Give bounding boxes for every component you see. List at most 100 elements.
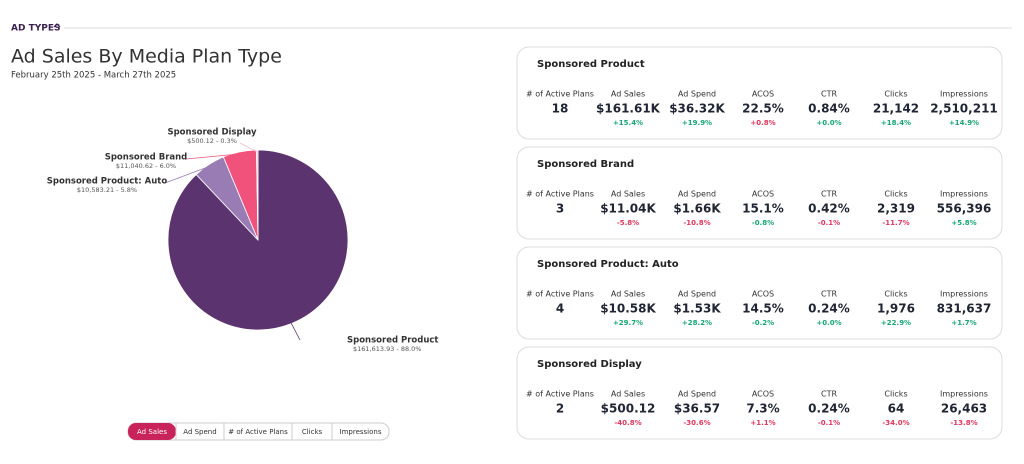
card-title: Sponsored Display (537, 359, 642, 370)
metric-change: +0.8% (750, 119, 775, 127)
metric-value: $36.32K (669, 102, 725, 116)
metric-label: Clicks (884, 90, 907, 99)
card (516, 246, 1003, 340)
metric-change: +22.9% (881, 319, 911, 327)
metric-label: Impressions (940, 90, 988, 99)
card (516, 146, 1003, 240)
tab[interactable]: Ad Sales (137, 428, 167, 436)
slice-value: $161,613.93 - 88.0% (353, 345, 421, 353)
caret[interactable] (53, 23, 61, 28)
metric-value: 21,142 (873, 102, 919, 116)
metric-change: -40.8% (614, 419, 641, 427)
metric-change: -13.8% (950, 419, 977, 427)
metric-change: +28.2% (682, 319, 712, 327)
section-title[interactable]: AD TYPES (11, 24, 60, 34)
metric-value: $500.12 (601, 402, 656, 416)
slice-label: Sponsored Product (347, 336, 439, 346)
slice-label: Sponsored Product: Auto (47, 177, 168, 187)
metric-label: Ad Spend (678, 390, 716, 399)
metric-value: 15.1% (742, 202, 784, 216)
metric-label: CTR (821, 290, 837, 299)
metric-label: ACOS (752, 190, 774, 199)
leader-line (185, 153, 241, 160)
metric-change: +19.9% (682, 119, 712, 127)
metric-label: Ad Sales (611, 190, 645, 199)
metric-value: 2,510,211 (930, 102, 998, 116)
slice-value: $500.12 - 0.3% (187, 137, 237, 145)
metric-change: -0.8% (752, 219, 774, 227)
metric-change: +29.7% (613, 319, 643, 327)
leader-line (164, 165, 211, 184)
metric-label: CTR (821, 190, 837, 199)
metric-value: $36.57 (674, 402, 720, 416)
metric-change: +15.4% (613, 119, 643, 127)
metric-value: 2,319 (877, 202, 915, 216)
metric-value: $161.61K (596, 102, 661, 116)
slice-label: Sponsored Display (167, 128, 256, 138)
metric-value: 26,463 (941, 402, 987, 416)
metric-label: # of Active Plans (526, 290, 594, 299)
metric-value: $1.53K (673, 302, 721, 316)
metric-label: ACOS (752, 90, 774, 99)
tab[interactable]: Clicks (302, 428, 323, 436)
metric-change: +18.4% (881, 119, 911, 127)
metric-value: 831,637 (937, 302, 992, 316)
metric-change: -30.6% (683, 419, 710, 427)
pie-slice (256, 149, 259, 241)
metric-value: 0.42% (808, 202, 850, 216)
date-range: February 25th 2025 - March 27th 2025 (11, 71, 176, 81)
metric-change: -0.2% (752, 319, 774, 327)
metric-value: 1,976 (877, 302, 915, 316)
metric-value: $10.58K (600, 302, 656, 316)
tab-active[interactable] (128, 423, 176, 440)
metric-value: 18 (552, 102, 569, 116)
metric-label: Clicks (884, 190, 907, 199)
card (516, 46, 1003, 140)
metric-value: 64 (888, 402, 905, 416)
metric-label: Clicks (884, 290, 907, 299)
metric-value: 3 (556, 202, 564, 216)
metric-value: 0.24% (808, 302, 850, 316)
metric-change: -11.7% (882, 219, 909, 227)
card-title: Sponsored Brand (537, 159, 634, 170)
metric-label: # of Active Plans (526, 90, 594, 99)
metric-value: 22.5% (742, 102, 784, 116)
metric-change: -0.1% (818, 219, 840, 227)
metric-label: # of Active Plans (526, 190, 594, 199)
metric-label: Impressions (940, 390, 988, 399)
metric-label: ACOS (752, 390, 774, 399)
metric-label: CTR (821, 390, 837, 399)
tab[interactable]: Impressions (340, 428, 382, 436)
leader-line (290, 321, 301, 341)
metric-change: -5.8% (617, 219, 639, 227)
metric-value: $1.66K (673, 202, 721, 216)
card-title: Sponsored Product (537, 59, 645, 70)
metric-label: Ad Spend (678, 290, 716, 299)
metric-label: Clicks (884, 390, 907, 399)
tab[interactable]: Ad Spend (183, 428, 216, 436)
tab[interactable]: # of Active Plans (228, 428, 288, 436)
metric-change: +1.7% (951, 319, 976, 327)
metric-change: -0.1% (818, 419, 840, 427)
metric-change: +5.8% (951, 219, 976, 227)
slice-value: $10,583.21 - 5.8% (77, 186, 137, 194)
metric-label: Impressions (940, 290, 988, 299)
metric-label: Impressions (940, 190, 988, 199)
metric-value: $11.04K (600, 202, 656, 216)
card (516, 346, 1003, 440)
metric-label: # of Active Plans (526, 390, 594, 399)
card-title: Sponsored Product: Auto (537, 259, 679, 270)
metric-value: 4 (556, 302, 564, 316)
slice-value: $11,040.62 - 6.0% (116, 162, 176, 170)
metric-change: +1.1% (750, 419, 775, 427)
metric-label: Ad Spend (678, 90, 716, 99)
metric-value: 556,396 (937, 202, 992, 216)
metric-label: Ad Sales (611, 390, 645, 399)
metric-value: 0.84% (808, 102, 850, 116)
metric-label: ACOS (752, 290, 774, 299)
metric-label: Ad Sales (611, 290, 645, 299)
chart-title: Ad Sales By Media Plan Type (11, 46, 282, 68)
metric-change: -10.8% (683, 219, 710, 227)
metric-value: 7.3% (746, 402, 779, 416)
